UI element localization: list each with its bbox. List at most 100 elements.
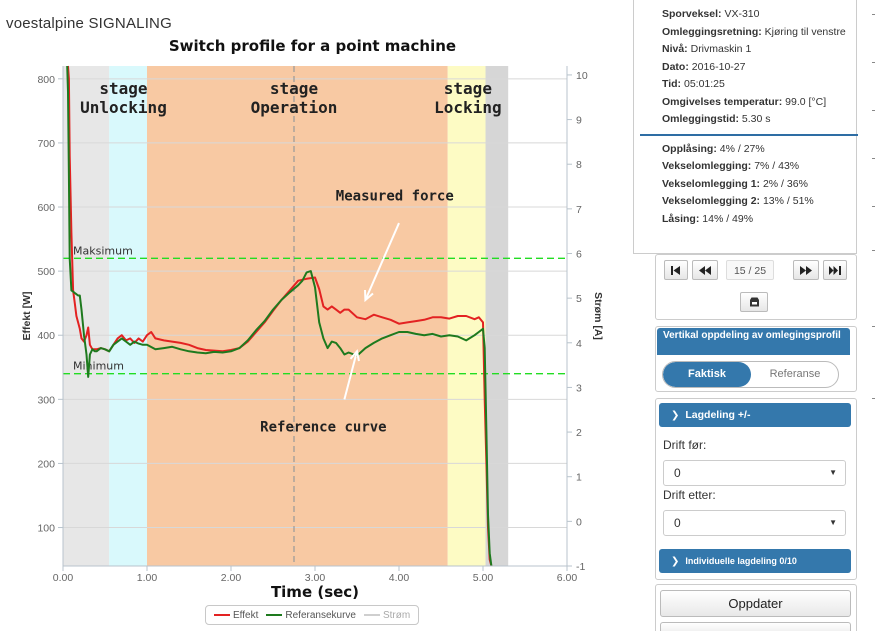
next-page-button[interactable] <box>793 260 819 280</box>
stage-share-row: Låsing: 14% / 49% <box>662 211 846 229</box>
y2-tick-label: 4 <box>576 338 582 350</box>
stage-bands <box>63 66 567 566</box>
gray-band <box>485 66 509 566</box>
info-value: Kjøring til venstre <box>761 25 846 38</box>
x-tick-label: 0.00 <box>53 572 74 584</box>
info-row: Tid: 05:01:25 <box>662 76 846 94</box>
secondary-button[interactable] <box>660 622 851 631</box>
vertical-split-title: Vertikal oppdeling av omlegingsprofil <box>657 328 850 355</box>
info-value: 05:01:25 <box>681 78 725 90</box>
y2-tick-label: 5 <box>576 293 582 305</box>
right-scroll-edge <box>857 0 875 631</box>
info-row: Omleggingsretning: Kjøring til venstre <box>662 24 846 42</box>
fast-forward-icon <box>800 265 812 275</box>
measured-force-arrow <box>364 222 400 301</box>
annotation-text: Reference curve <box>260 419 386 435</box>
y2-tick-label: 7 <box>576 204 582 216</box>
drift-for-label: Drift før: <box>663 438 707 452</box>
y-tick-label: 300 <box>37 394 55 406</box>
info-label: Dato: <box>662 60 689 73</box>
x-axis-title: Time (sec) <box>271 583 359 601</box>
stage-share-value: 13% / 51% <box>760 195 814 207</box>
stage-label-bottom: Locking <box>434 98 501 117</box>
y2-tick-label: 10 <box>576 70 588 82</box>
y2-tick-label: 0 <box>576 516 582 528</box>
chevron-down-icon: ❯ <box>671 410 680 421</box>
stage-share-value: 14% / 49% <box>699 212 754 225</box>
stage-label-bottom: Unlocking <box>80 98 167 117</box>
x-tick-label: 3.00 <box>305 572 326 584</box>
brand-sub: SIGNALING <box>88 15 172 32</box>
individual-lagdeling-header[interactable]: ❯ Individuelle lagdeling 0/10 <box>659 549 851 573</box>
stage-label-top: stage <box>444 79 492 98</box>
y-tick-label: 700 <box>37 138 55 150</box>
y-tick-label: 200 <box>37 458 55 470</box>
save-button[interactable] <box>740 292 768 312</box>
prev-page-button[interactable] <box>692 260 718 280</box>
skip-first-icon <box>671 265 680 275</box>
info-row: Nivå: Drivmaskin 1 <box>662 41 846 59</box>
info-value: Drivmaskin 1 <box>687 43 752 55</box>
series-lines <box>66 65 493 567</box>
stage-share-row: Vekselomlegging 1: 2% / 36% <box>662 176 846 194</box>
info-value: VX-310 <box>721 8 760 20</box>
y-tick-label: 100 <box>37 523 55 535</box>
legend-item-strom[interactable]: Strøm <box>363 610 410 621</box>
drift-for-select[interactable]: 0 ▼ <box>663 460 846 486</box>
info-row: Omgivelses temperatur: 99.0 [°C] <box>662 94 846 112</box>
lagdeling-header[interactable]: ❯ Lagdeling +/- <box>659 403 851 427</box>
legend-item-effekt[interactable]: Effekt <box>214 610 258 621</box>
stage-band <box>109 66 147 566</box>
drift-etter-label: Drift etter: <box>663 488 716 502</box>
info-value: 2016-10-27 <box>688 60 746 73</box>
chevron-right-icon: ❯ <box>671 556 680 567</box>
stage-share-label: Vekselomlegging: <box>662 160 752 172</box>
page-indicator: 15 / 25 <box>726 260 774 280</box>
chart-legend: Effekt Referansekurve Strøm <box>205 605 420 625</box>
y2-tick-label: -1 <box>576 561 585 573</box>
info-label: Omleggingsretning: <box>662 25 762 38</box>
y-tick-label: 600 <box>37 202 55 214</box>
info-label: Sporveksel: <box>662 8 722 20</box>
y2-tick-label: 3 <box>576 382 582 394</box>
reference-curve-arrow-head <box>349 349 360 362</box>
first-page-button[interactable] <box>664 260 688 280</box>
stage-label-top: stage <box>270 79 318 98</box>
legend-swatch <box>266 614 283 616</box>
toggle-faktisk[interactable]: Faktisk <box>663 362 751 387</box>
caret-down-icon: ▼ <box>829 518 837 527</box>
y2-tick-label: 6 <box>576 249 582 261</box>
y2-tick-label: 9 <box>576 115 582 127</box>
gridlines <box>63 66 567 566</box>
x-tick-label: 2.00 <box>221 572 242 584</box>
stage-share-label: Låsing: <box>662 212 700 225</box>
last-page-button[interactable] <box>823 260 847 280</box>
legend-item-referansekurve[interactable]: Referansekurve <box>266 610 356 621</box>
gray-band <box>63 66 110 566</box>
y2-tick-label: 2 <box>576 427 582 439</box>
update-button[interactable]: Oppdater <box>660 590 851 617</box>
stage-share-value: 7% / 43% <box>751 160 800 172</box>
info-separator <box>640 133 858 136</box>
stage-share-value: 2% / 36% <box>760 177 808 190</box>
annotation-text: Measured force <box>336 189 454 205</box>
y2-tick-label: 1 <box>576 472 582 484</box>
series-line-1 <box>66 65 493 567</box>
switch-info-panel: Sporveksel: VX-310 Omleggingsretning: Kjø… <box>633 0 858 254</box>
drift-etter-select[interactable]: 0 ▼ <box>663 510 846 536</box>
x-tick-label: 5.00 <box>473 572 494 584</box>
x-tick-label: 6.00 <box>557 572 578 584</box>
y-axis-title: Effekt [W] <box>21 292 33 341</box>
toggle-referanse[interactable]: Referanse <box>769 368 821 380</box>
profile-toggle: Faktisk Referanse <box>662 361 839 388</box>
y2-tick-label: 8 <box>576 159 582 171</box>
skip-last-icon <box>829 265 841 275</box>
axes: 100 200 300 400 500 600 700 800 -1 0 1 2 3 4 5 6 7 8 9 10 0.… <box>37 66 588 584</box>
stage-band <box>147 66 448 566</box>
stage-share-row: Opplåsing: 4% / 27% <box>662 141 846 159</box>
x-tick-label: 4.00 <box>389 572 410 584</box>
legend-swatch <box>363 614 380 616</box>
info-label: Omleggingstid: <box>662 113 739 125</box>
stage-share-label: Vekselomlegging 1: <box>662 177 761 190</box>
